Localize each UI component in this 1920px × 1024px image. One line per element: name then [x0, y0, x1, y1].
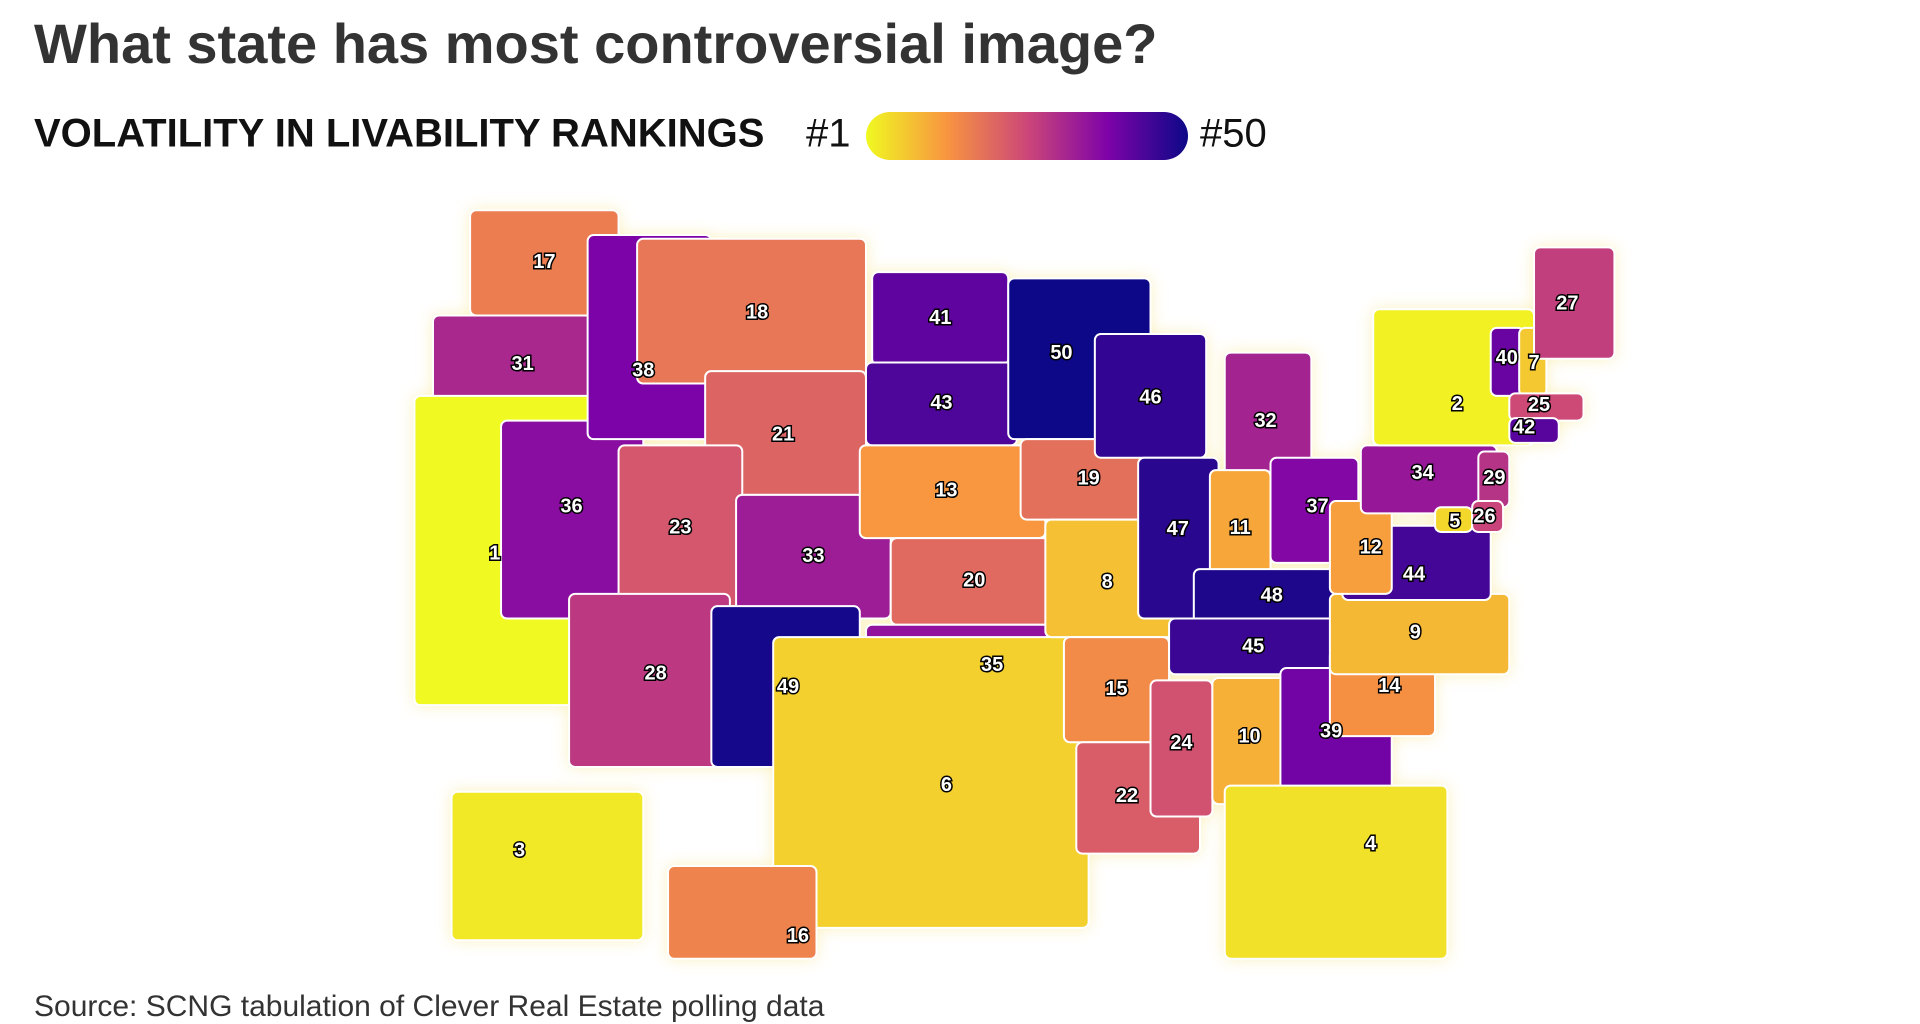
state-rank: 1	[489, 543, 500, 565]
state-rank: 5	[1449, 510, 1460, 532]
state-rank: 26	[1473, 505, 1495, 527]
state-rank: 47	[1167, 518, 1189, 540]
state-rank: 23	[669, 517, 691, 539]
state-rank: 41	[929, 307, 951, 329]
subtitle: VOLATILITY IN LIVABILITY RANKINGS	[34, 112, 764, 156]
states: 1731136381821232833494143132035650198152…	[413, 209, 1616, 960]
state-rank: 32	[1254, 410, 1276, 432]
state-rank: 24	[1170, 732, 1193, 754]
state-rank: 42	[1513, 416, 1535, 438]
state-rank: 35	[981, 654, 1003, 676]
state-rank: 7	[1528, 352, 1539, 374]
state-rank: 38	[632, 359, 654, 381]
state-rank: 9	[1410, 622, 1421, 644]
state-rank: 25	[1528, 394, 1550, 416]
state-rank: 37	[1306, 495, 1328, 517]
legend-max-label: #50	[1200, 112, 1267, 156]
legend-min-label: #1	[806, 112, 851, 156]
state-rank: 29	[1483, 467, 1505, 489]
state-rank: 27	[1556, 293, 1578, 315]
state-rank: 17	[533, 251, 555, 273]
state-rank: 44	[1403, 564, 1426, 586]
state-rank: 33	[802, 545, 824, 567]
state	[1533, 246, 1616, 360]
state-rank: 20	[963, 570, 985, 592]
state-rank: 39	[1320, 721, 1342, 743]
state-rank: 12	[1360, 536, 1382, 558]
state-rank: 22	[1116, 785, 1138, 807]
state-rank: 46	[1139, 387, 1161, 409]
state-rank: 49	[777, 676, 799, 698]
state-rank: 28	[645, 663, 667, 685]
title: What state has most controversial image?	[34, 12, 1157, 75]
state-rank: 10	[1238, 726, 1260, 748]
state	[1223, 784, 1449, 960]
state	[772, 636, 1090, 929]
state	[450, 790, 645, 942]
state-rank: 18	[746, 301, 768, 323]
state	[667, 864, 818, 960]
state-rank: 43	[930, 392, 952, 414]
state-rank: 13	[935, 479, 957, 501]
state-rank: 6	[941, 774, 952, 796]
state-rank: 15	[1105, 678, 1127, 700]
state-rank: 48	[1261, 585, 1283, 607]
legend-gradient	[866, 112, 1188, 160]
state-rank: 36	[560, 495, 582, 517]
state-rank: 14	[1378, 675, 1401, 697]
state-rank: 31	[512, 353, 534, 375]
state-rank: 16	[787, 925, 809, 947]
state-rank: 3	[514, 839, 525, 861]
state-rank: 34	[1412, 462, 1435, 484]
state-rank: 40	[1496, 347, 1518, 369]
state-rank: 21	[772, 424, 794, 446]
state-rank: 4	[1365, 833, 1377, 855]
state-rank: 2	[1452, 393, 1463, 415]
state-rank: 11	[1230, 517, 1251, 539]
state-rank: 50	[1050, 342, 1072, 364]
state-rank: 8	[1102, 571, 1113, 593]
source: Source: SCNG tabulation of Clever Real E…	[34, 990, 825, 1023]
state-rank: 45	[1242, 635, 1264, 657]
state-rank: 19	[1078, 468, 1100, 490]
state	[1471, 500, 1505, 533]
state	[1508, 417, 1560, 444]
